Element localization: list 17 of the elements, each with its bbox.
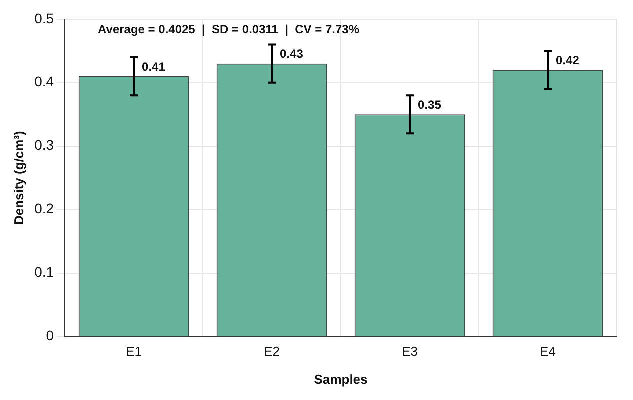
x-tick-label: E2 — [264, 344, 280, 360]
y-axis-title: Density (g/cm³) — [11, 131, 26, 226]
y-tick-label: 0.4 — [34, 74, 54, 90]
data-label: 0.42 — [556, 53, 580, 68]
y-tick-label: 0.5 — [34, 10, 54, 26]
annotation: Average = 0.4025 | SD = 0.0311 | CV = 7.73% — [98, 22, 360, 37]
x-tick-label: E1 — [126, 344, 142, 360]
x-tick-label: E4 — [540, 344, 556, 360]
y-tick-label: 0.1 — [34, 264, 54, 280]
data-label: 0.43 — [280, 47, 304, 62]
y-tick-label: 0.2 — [34, 200, 54, 217]
data-label: 0.35 — [418, 98, 442, 112]
x-tick-label: E3 — [402, 344, 418, 360]
x-axis-title: Samples — [314, 372, 368, 387]
y-tick-label: 0.3 — [34, 137, 54, 154]
data-label: 0.41 — [142, 60, 166, 74]
y-tick-label: 0 — [46, 328, 54, 344]
